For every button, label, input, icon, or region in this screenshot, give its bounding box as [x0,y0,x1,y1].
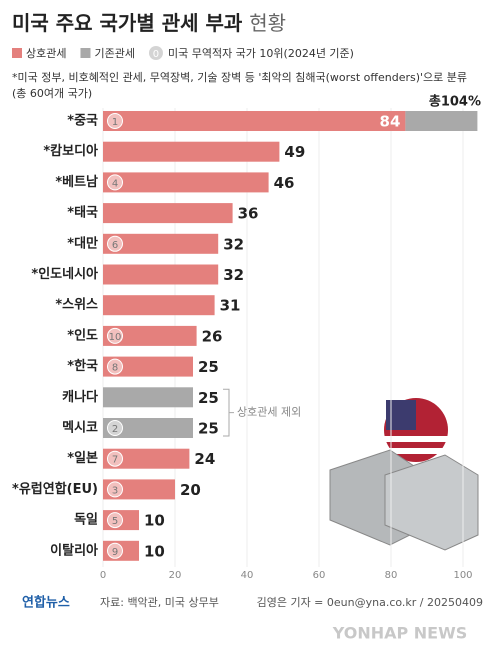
x-tick-label: 60 [313,570,326,581]
rank-badge [107,481,123,498]
legend-label: 기존관세 [94,47,134,60]
bar [103,295,215,316]
rank-badge [107,174,123,191]
category-label: 캐나다 [62,389,98,405]
bar [103,387,193,408]
value-label: 46 [274,174,295,192]
rank-badge [148,46,163,60]
value-label: 25 [198,358,219,376]
bar [103,264,219,285]
value-label: 31 [220,297,241,315]
bar [405,111,478,131]
bar [103,418,193,438]
rank-badge-label: 6 [112,240,118,251]
bar [103,111,406,131]
value-label: 36 [238,205,259,223]
rank-badge [107,450,123,467]
category-label: *한국 [67,358,98,374]
category-label: *스위스 [55,298,98,313]
bar [103,448,190,469]
x-tick-label: 0 [100,570,106,581]
x-tick-label: 80 [385,570,398,581]
subtitle: 현황 [249,11,286,35]
flag-stripe [384,448,448,454]
rank-legend-label: 미국 무역적자 국가 10위(2024년 기준) [168,47,354,60]
total-label: 총104% [429,94,481,110]
value-label: 10 [144,512,165,530]
rank-badge [107,542,123,559]
value-label: 25 [198,389,219,407]
note: *미국 정부, 비호혜적인 관세, 무역장벽, 기술 장벽 등 '최악의 침해국… [12,70,467,84]
rank-badge [107,420,123,436]
value-label: 20 [180,481,201,499]
source: 자료: 백악관, 미국 상무부 [100,596,219,609]
logo: 연합뉴스 [22,595,70,611]
category-label: *중국 [67,114,98,129]
value-label: 25 [198,420,219,438]
category-label: *캄보디아 [43,143,98,159]
rank-badge-label: 3 [112,485,118,496]
value-label: 10 [144,542,165,560]
category-label: *일본 [67,451,98,466]
rank-badge [107,327,123,344]
credit: 김영은 기자 = 0eun@yna.co.kr / 20250409 [257,596,483,609]
category-label: 이탈리아 [50,542,98,558]
chart-title: 미국 주요 국가별 관세 부과 현황 [12,11,286,35]
rank-badge [107,358,123,375]
category-label: *유럽연합(EU) [12,481,98,497]
category-label: *대만 [67,235,98,251]
legend-swatch [12,48,22,58]
value-label: 49 [284,143,305,161]
category-label: *인도네시아 [31,266,98,282]
bracket [223,388,234,437]
bar [103,203,233,224]
category-label: *태국 [67,206,98,221]
x-tick-label: 20 [169,570,182,581]
value-label: 24 [194,450,215,468]
bar [103,325,197,346]
rank-badge [107,235,123,252]
title: 미국 주요 국가별 관세 부과 [12,11,243,35]
legend-label: 상호관세 [26,47,66,60]
rank-badge-label: 0 [153,49,159,60]
legend: 상호관세 기존관세 0 미국 무역적자 국가 10위(2024년 기준) [12,46,354,60]
category-label: 멕시코 [62,420,98,436]
container [384,454,479,551]
rank-badge [107,113,123,129]
flag-stripe [384,436,448,442]
bracket-label: 상호관세 제외 [237,406,301,419]
value-label: 26 [202,327,223,345]
rank-badge-label: 5 [112,516,118,527]
illustration [329,398,479,551]
rank-badge-label: 2 [112,424,118,435]
rank-badge-label: 8 [112,363,118,374]
rank-badge-label: 10 [109,332,122,343]
bar [103,141,280,162]
note: (총 60여개 국가) [12,87,92,100]
rank-badge-label: 1 [112,117,118,128]
x-tick-label: 40 [241,570,254,581]
rank-badge-label: 7 [112,455,118,466]
rank-badge-label: 9 [112,547,118,558]
bar [103,172,269,193]
bar [103,233,219,254]
rank-badge [107,512,123,529]
value-label: 84 [380,113,401,131]
value-label: 32 [223,235,244,253]
watermark: YONHAP NEWS [332,624,468,643]
category-label: *인도 [67,327,98,343]
bar [103,356,193,377]
value-label: 32 [223,266,244,284]
x-tick-label: 100 [453,570,472,581]
category-label: *베트남 [55,174,98,190]
category-label: 독일 [74,513,98,528]
legend-swatch [80,48,91,58]
rank-badge-label: 4 [112,178,118,189]
